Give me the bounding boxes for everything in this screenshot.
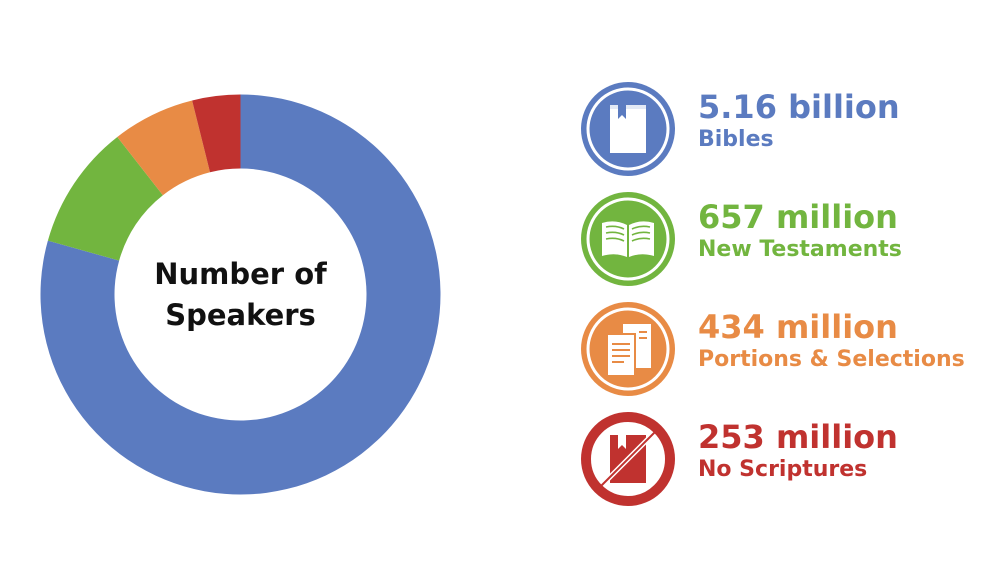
legend-label-new-testaments: New Testaments [698, 237, 902, 262]
open-book-icon [579, 190, 677, 288]
legend-label-no-scriptures: No Scriptures [698, 457, 868, 482]
legend-label-bibles: Bibles [698, 127, 774, 152]
legend-value-no-scriptures: 253 million [698, 418, 898, 456]
pages-icon [579, 300, 677, 398]
slice-portions-selections [117, 100, 211, 196]
slice-no-scriptures [192, 94, 241, 173]
center-label: Number of Speakers [40, 94, 441, 495]
slice-new-testaments [47, 136, 163, 261]
center-label-line-1: Number of [154, 256, 327, 291]
crossed-book-icon [579, 410, 677, 508]
slice-bibles [40, 94, 441, 495]
donut-chart: Number of Speakers [40, 94, 441, 495]
center-label-line-2: Speakers [165, 297, 316, 332]
donut-svg [40, 94, 441, 495]
legend-label-portions-selections: Portions & Selections [698, 347, 965, 372]
legend-value-new-testaments: 657 million [698, 198, 898, 236]
legend-value-bibles: 5.16 billion [698, 88, 900, 126]
closed-book-icon [579, 80, 677, 178]
legend-value-portions-selections: 434 million [698, 308, 898, 346]
